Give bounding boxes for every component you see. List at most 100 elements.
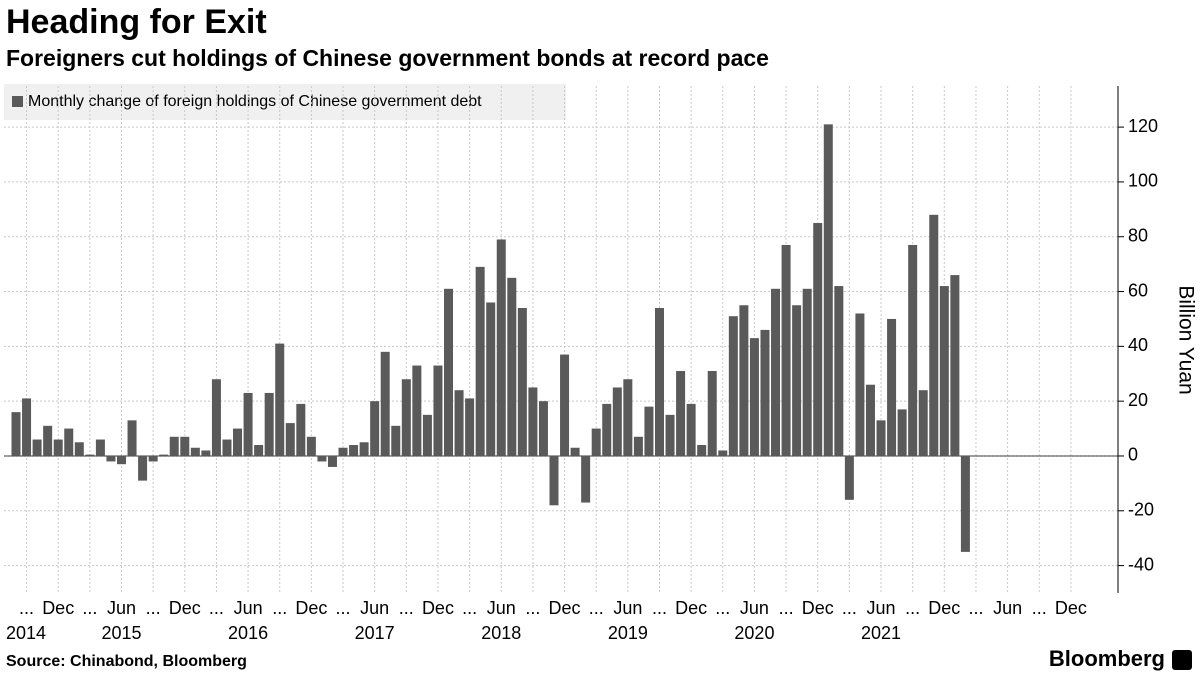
bar <box>43 425 53 456</box>
bar <box>644 406 654 456</box>
bar <box>517 307 527 456</box>
bar <box>95 439 105 456</box>
x-group-label: 2015 <box>101 623 141 643</box>
y-tick-label: 120 <box>1128 116 1158 136</box>
bar <box>444 288 454 456</box>
bar <box>148 455 158 462</box>
bar <box>908 244 918 456</box>
bar <box>254 445 264 456</box>
bar <box>823 124 833 456</box>
bar <box>633 436 643 456</box>
bar <box>918 390 928 456</box>
x-tick-label: ... <box>209 598 224 618</box>
x-tick-label: Jun <box>107 598 136 618</box>
bar <box>496 239 506 456</box>
bar <box>106 455 116 462</box>
bar <box>771 288 781 456</box>
bar <box>802 288 812 456</box>
bar <box>676 371 686 456</box>
x-tick-label: Jun <box>487 598 516 618</box>
x-tick-label: ... <box>525 598 540 618</box>
bar <box>560 354 570 456</box>
bar <box>813 223 823 456</box>
x-tick-label: Jun <box>613 598 642 618</box>
bar <box>285 423 295 456</box>
bar <box>211 379 221 456</box>
bar <box>665 414 675 456</box>
y-tick-label: 60 <box>1128 280 1148 300</box>
bar <box>728 316 738 456</box>
bar <box>401 379 411 456</box>
x-group-label: 2016 <box>228 623 268 643</box>
bar <box>876 420 886 456</box>
x-tick-label: ... <box>19 598 34 618</box>
x-tick-label: Jun <box>740 598 769 618</box>
bar <box>465 398 475 456</box>
y-axis-label: Billion Yuan <box>1174 285 1197 394</box>
bar <box>602 403 612 456</box>
x-tick-label: Dec <box>549 598 581 618</box>
y-tick-label: -40 <box>1128 554 1154 574</box>
bar <box>591 428 601 456</box>
x-tick-label: ... <box>1032 598 1047 618</box>
bar <box>739 305 749 456</box>
x-tick-label: ... <box>272 598 287 618</box>
bar <box>22 398 32 456</box>
x-tick-label: Dec <box>1055 598 1087 618</box>
bar <box>32 439 42 456</box>
bar <box>222 439 232 456</box>
bar <box>317 455 327 462</box>
x-tick-label: Dec <box>422 598 454 618</box>
x-tick-label: Dec <box>169 598 201 618</box>
bar <box>897 409 907 456</box>
bar <box>486 302 496 456</box>
source: Source: Chinabond, Bloomberg <box>6 653 247 670</box>
bar <box>380 351 390 456</box>
x-tick-label: ... <box>146 598 161 618</box>
x-tick-label: ... <box>589 598 604 618</box>
x-group-label: 2020 <box>734 623 774 643</box>
bar <box>623 379 633 456</box>
bar <box>834 286 844 456</box>
logo-icon <box>1172 650 1192 670</box>
bar <box>929 214 939 456</box>
x-group-label: 2017 <box>355 623 395 643</box>
x-tick-label: Dec <box>675 598 707 618</box>
bar <box>327 455 337 467</box>
bar <box>433 365 443 456</box>
bar <box>538 401 548 456</box>
bar <box>127 420 137 456</box>
bar <box>159 454 169 456</box>
x-tick-label: Dec <box>42 598 74 618</box>
legend-swatch <box>12 96 23 107</box>
bar <box>201 450 211 456</box>
bar <box>11 412 21 456</box>
bar <box>422 414 432 456</box>
bar <box>749 338 759 456</box>
bar <box>454 390 464 456</box>
bar <box>190 447 200 456</box>
bar <box>865 384 875 456</box>
logo: Bloomberg <box>1049 646 1165 671</box>
x-group-label: 2019 <box>608 623 648 643</box>
bar <box>654 307 664 456</box>
bar <box>528 387 538 456</box>
bar <box>581 455 591 503</box>
legend-box <box>4 84 566 120</box>
y-tick-label: 0 <box>1128 445 1138 465</box>
x-tick-label: Jun <box>867 598 896 618</box>
y-tick-label: 20 <box>1128 390 1148 410</box>
bar <box>349 445 359 456</box>
bar <box>960 455 970 552</box>
x-group-label: 2014 <box>6 623 46 643</box>
bar <box>549 455 559 506</box>
x-tick-label: ... <box>399 598 414 618</box>
bar <box>707 371 717 456</box>
bar <box>370 401 380 456</box>
bar <box>792 305 802 456</box>
x-group-label: 2021 <box>861 623 901 643</box>
bar <box>507 277 517 456</box>
bar <box>781 244 791 456</box>
x-tick-label: ... <box>462 598 477 618</box>
